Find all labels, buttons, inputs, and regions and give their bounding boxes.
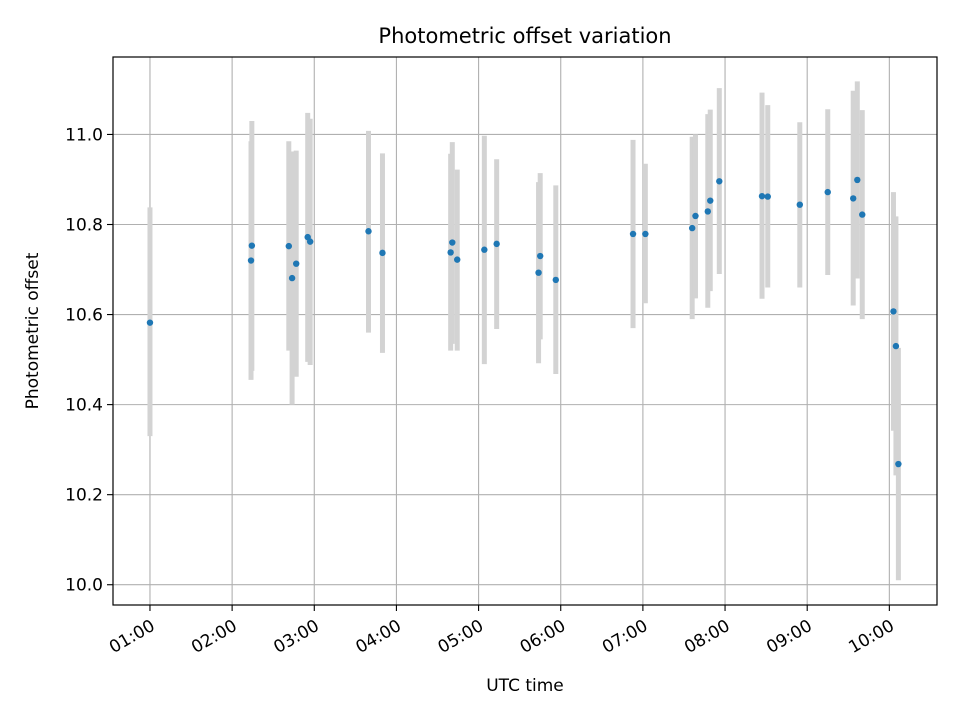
data-point	[481, 246, 488, 253]
data-point	[707, 197, 714, 204]
y-tick-label: 11.0	[65, 125, 103, 145]
x-tick-label: 05:00	[435, 616, 487, 658]
x-tick-label: 01:00	[106, 616, 158, 658]
y-tick-label: 10.2	[65, 486, 103, 506]
x-tick-label: 06:00	[517, 616, 569, 658]
data-point	[764, 193, 771, 200]
x-gridlines	[149, 57, 890, 605]
data-point	[892, 342, 900, 350]
data-point	[365, 228, 372, 235]
data-point	[379, 249, 386, 257]
data-point	[704, 208, 711, 215]
y-tick-label: 10.0	[65, 576, 103, 596]
y-tick-label: 10.6	[65, 306, 103, 326]
data-point	[890, 308, 897, 315]
data-point	[895, 460, 902, 468]
data-point	[293, 260, 300, 267]
data-point	[493, 240, 500, 248]
data-point	[758, 192, 766, 200]
y-axis-label: Photometric offset	[23, 252, 43, 409]
errorbars	[147, 81, 901, 581]
data-point	[824, 188, 831, 196]
data-point	[146, 319, 154, 326]
data-point	[247, 257, 255, 264]
data-point	[536, 252, 544, 260]
data-points	[146, 176, 902, 468]
data-point	[306, 238, 314, 245]
y-tick-label: 10.8	[65, 216, 103, 236]
data-point	[449, 239, 456, 246]
x-tick-label: 03:00	[270, 616, 322, 658]
x-tick-label: 09:00	[763, 616, 815, 658]
data-point	[854, 176, 861, 184]
data-point	[535, 269, 542, 276]
x-tick-label: 10:00	[845, 616, 897, 658]
data-point	[629, 230, 637, 238]
plot-frame	[112, 56, 938, 606]
data-point	[859, 211, 866, 218]
data-point	[688, 224, 696, 232]
y-gridlines	[113, 133, 937, 586]
y-tick-label: 10.4	[65, 396, 103, 416]
data-point	[288, 274, 296, 282]
x-axis-label: UTC time	[486, 676, 564, 696]
x-ticks: 01:00 02:00 03:00 04:00 05:00 06:00 07:00 08:00…	[106, 605, 898, 658]
y-ticks: 10.0 10.2 10.4 10.6 10.8 11.0	[65, 125, 113, 596]
x-tick-label: 04:00	[352, 616, 404, 658]
data-point	[642, 230, 649, 238]
x-tick-label: 02:00	[188, 616, 240, 658]
chart-title: Photometric offset variation	[378, 24, 671, 48]
data-point	[447, 249, 454, 256]
data-point	[850, 195, 857, 202]
data-point	[248, 242, 256, 249]
data-point	[692, 212, 699, 220]
data-point	[454, 256, 461, 263]
data-point	[285, 242, 293, 250]
x-tick-label: 08:00	[681, 616, 733, 658]
data-point	[716, 178, 723, 185]
data-point	[796, 201, 804, 208]
data-point	[552, 276, 560, 284]
x-tick-label: 07:00	[599, 616, 651, 658]
